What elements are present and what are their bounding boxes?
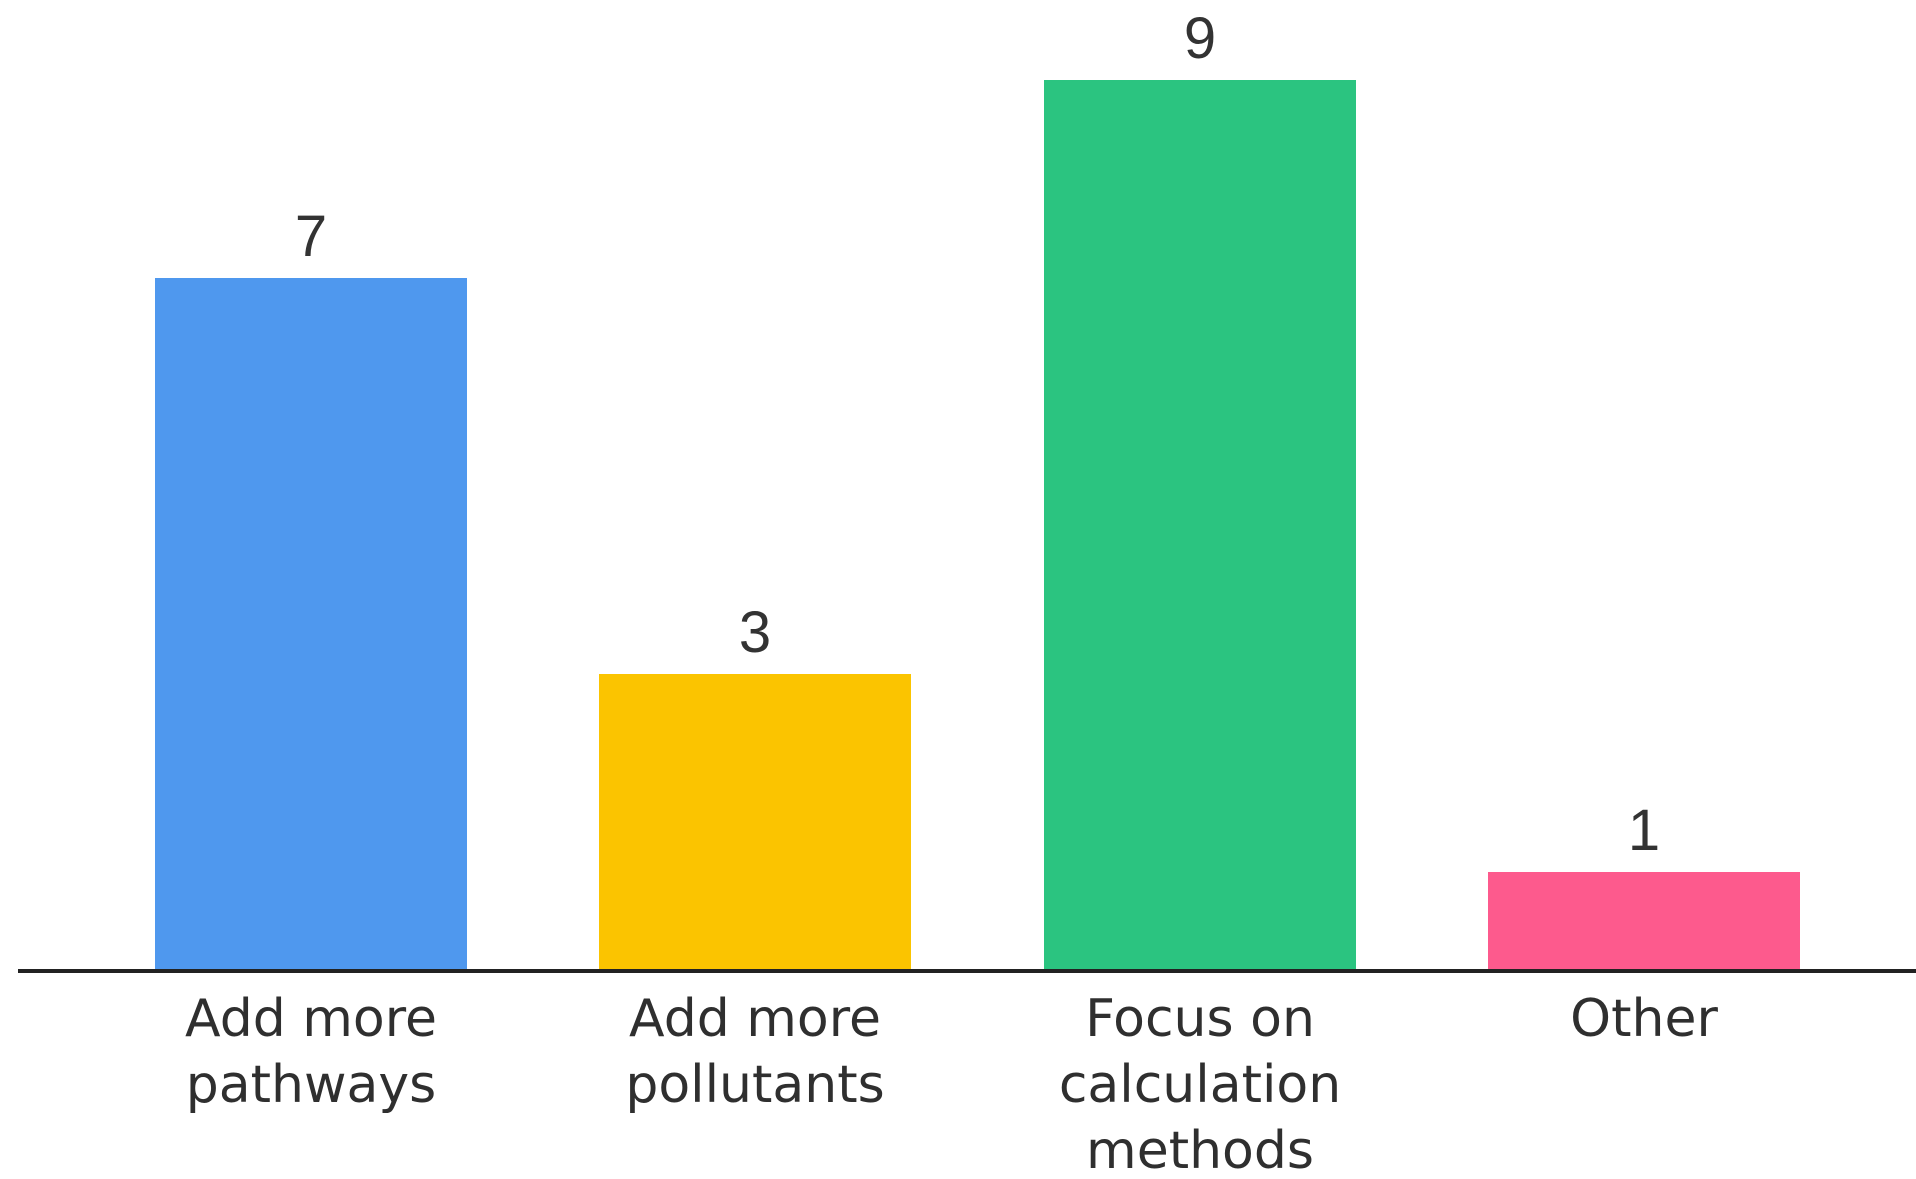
bar-1 [599,674,911,971]
category-label-line: Focus on [1085,989,1315,1049]
data-label-0: 7 [295,204,327,269]
category-label-0: Add more pathways [185,989,437,1115]
data-label-3: 1 [1628,798,1660,863]
category-label-line: pollutants [625,1055,884,1115]
category-label-3: Other [1570,989,1718,1049]
bar-2 [1044,80,1356,971]
category-label-line: methods [1086,1121,1314,1179]
bars-layer [155,80,1800,971]
category-label-line: Add more [185,989,437,1049]
value-labels-layer: 7 3 9 1 [295,6,1660,863]
bar-3 [1488,872,1800,971]
data-label-1: 3 [739,600,771,665]
category-label-2: Focus on calculation methods [1059,989,1341,1179]
bar-0 [155,278,467,971]
data-label-2: 9 [1184,6,1216,71]
category-label-line: pathways [186,1055,436,1115]
category-label-line: Add more [629,989,881,1049]
category-label-1: Add more pollutants [625,989,884,1115]
category-label-line: Other [1570,989,1718,1049]
category-label-line: calculation [1059,1055,1341,1115]
